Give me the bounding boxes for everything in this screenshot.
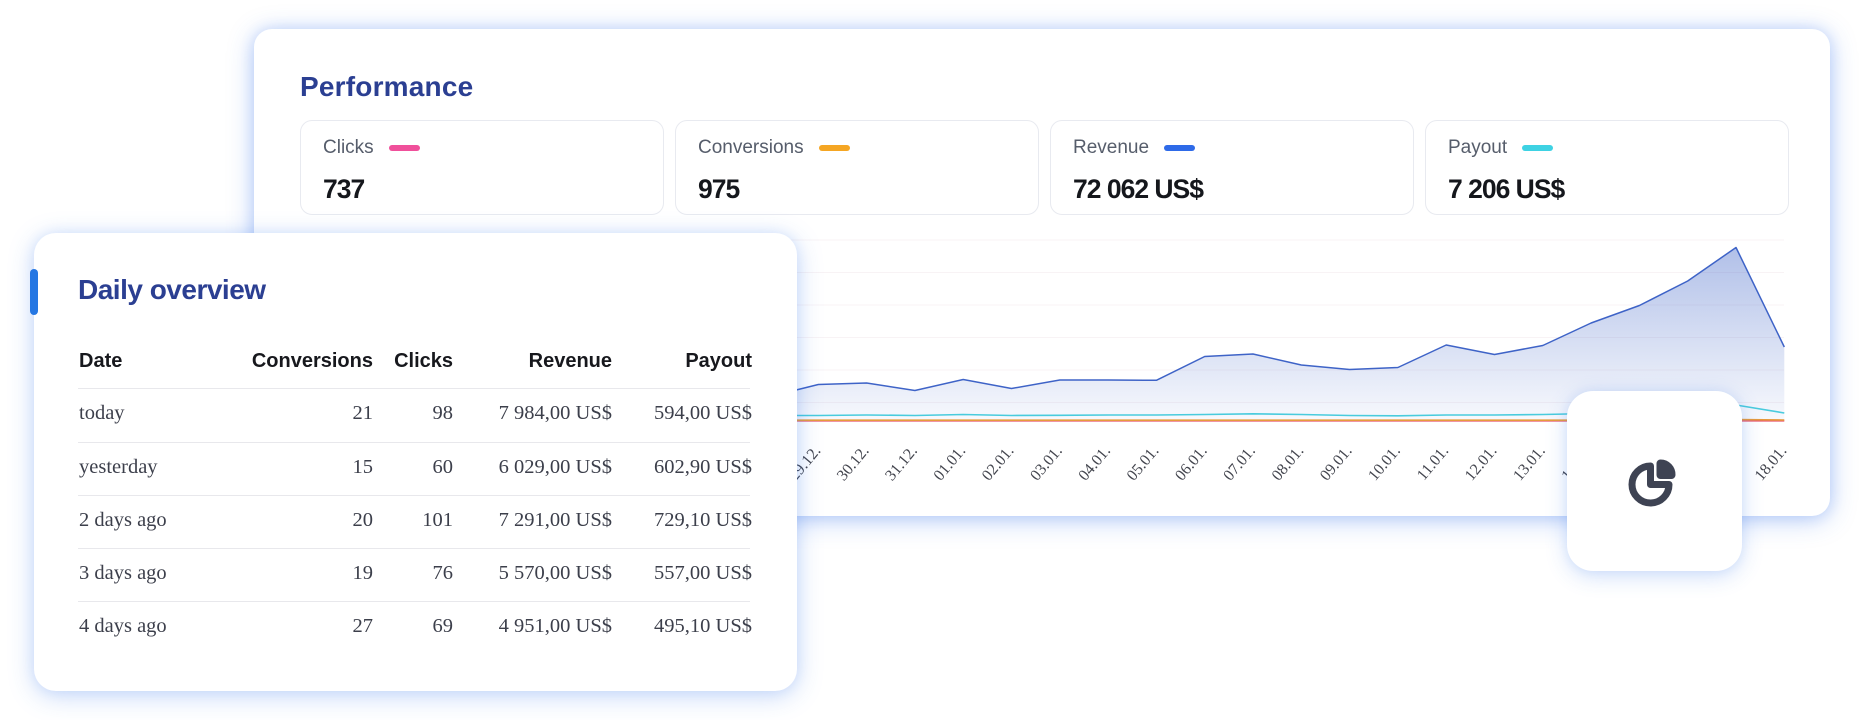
svg-text:05.01.: 05.01. (1124, 443, 1163, 485)
svg-text:02.01.: 02.01. (979, 443, 1018, 485)
svg-text:01.01.: 01.01. (931, 443, 970, 485)
svg-text:03.01.: 03.01. (1027, 443, 1066, 485)
svg-text:11.01.: 11.01. (1414, 443, 1452, 484)
svg-text:12.01.: 12.01. (1462, 443, 1501, 485)
svg-text:10.01.: 10.01. (1365, 443, 1404, 485)
svg-text:31.12.: 31.12. (882, 443, 921, 485)
svg-text:09.01.: 09.01. (1317, 443, 1356, 485)
svg-text:04.01.: 04.01. (1075, 443, 1114, 485)
svg-text:30.12.: 30.12. (834, 443, 873, 485)
svg-text:08.01.: 08.01. (1269, 443, 1308, 485)
svg-text:07.01.: 07.01. (1220, 443, 1259, 485)
svg-text:18.01.: 18.01. (1752, 443, 1791, 485)
svg-text:13.01.: 13.01. (1510, 443, 1549, 485)
svg-text:06.01.: 06.01. (1172, 443, 1211, 485)
